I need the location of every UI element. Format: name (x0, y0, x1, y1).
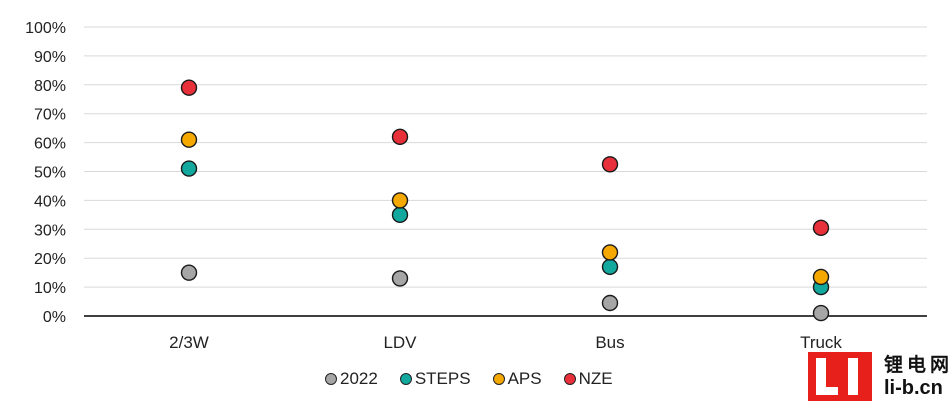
y-tick-label: 0% (43, 309, 66, 326)
data-point-steps-23w (180, 160, 198, 177)
y-tick-label: 60% (34, 136, 66, 153)
data-point-aps-23w (180, 131, 198, 148)
y-tick-label: 20% (34, 251, 66, 268)
legend: 2022 STEPS APS NZE (325, 369, 613, 389)
logo-text-cn: 锂电网 (884, 354, 949, 376)
data-point-2022-bus (601, 294, 619, 312)
x-category-label: LDV (383, 333, 417, 352)
data-point-2022-ldv (391, 270, 409, 287)
y-tick-label: 30% (34, 222, 66, 239)
data-point-nze-ldv (391, 128, 409, 146)
y-tick-label: 50% (34, 165, 66, 182)
y-tick-label: 90% (34, 49, 66, 66)
data-point-steps-bus (601, 258, 619, 276)
data-point-steps-ldv (391, 206, 409, 224)
legend-swatch-steps (399, 373, 412, 385)
logo-text-en: li-b.cn (884, 377, 943, 399)
x-category-label: Bus (595, 333, 624, 352)
legend-item-nze: NZE (563, 369, 613, 389)
legend-swatch-2022 (325, 373, 337, 385)
x-category-label: 2/3W (169, 333, 209, 352)
data-point-2022-truck (812, 304, 830, 322)
legend-swatch-nze (563, 373, 576, 385)
data-point-aps-bus (601, 244, 619, 261)
legend-label-steps: STEPS (414, 369, 471, 388)
logo-mark (808, 352, 872, 401)
x-category-label: Truck (800, 333, 842, 352)
data-point-nze-truck (812, 219, 830, 237)
logo-text: 锂电网 li-b.cn (884, 354, 949, 400)
data-points (180, 79, 830, 322)
y-tick-label: 70% (34, 107, 66, 124)
data-point-2022-23w (180, 264, 198, 281)
y-tick-label: 80% (34, 78, 66, 95)
data-point-aps-ldv (391, 192, 409, 209)
watermark-logo: 锂电网 li-b.cn (808, 352, 949, 401)
legend-swatch-aps (492, 373, 505, 385)
data-point-nze-23w (180, 79, 198, 96)
legend-label-2022: 2022 (340, 369, 378, 388)
y-tick-label: 10% (34, 280, 66, 297)
y-tick-label: 100% (25, 20, 66, 37)
data-point-nze-bus (601, 156, 619, 173)
legend-label-aps: APS (507, 369, 542, 388)
y-axis-ticks: 0% 10% 20% 30% 40% 50% 60% 70% 80% 90% 100% (25, 20, 66, 326)
legend-label-nze: NZE (578, 369, 613, 388)
legend-item-2022: 2022 (325, 369, 378, 389)
gridlines (84, 26, 927, 288)
x-axis-categories: 2/3W LDV Bus Truck (169, 333, 842, 352)
legend-item-aps: APS (492, 369, 542, 389)
y-tick-label: 40% (34, 193, 66, 210)
legend-item-steps: STEPS (399, 369, 471, 389)
data-point-aps-truck (812, 268, 830, 286)
